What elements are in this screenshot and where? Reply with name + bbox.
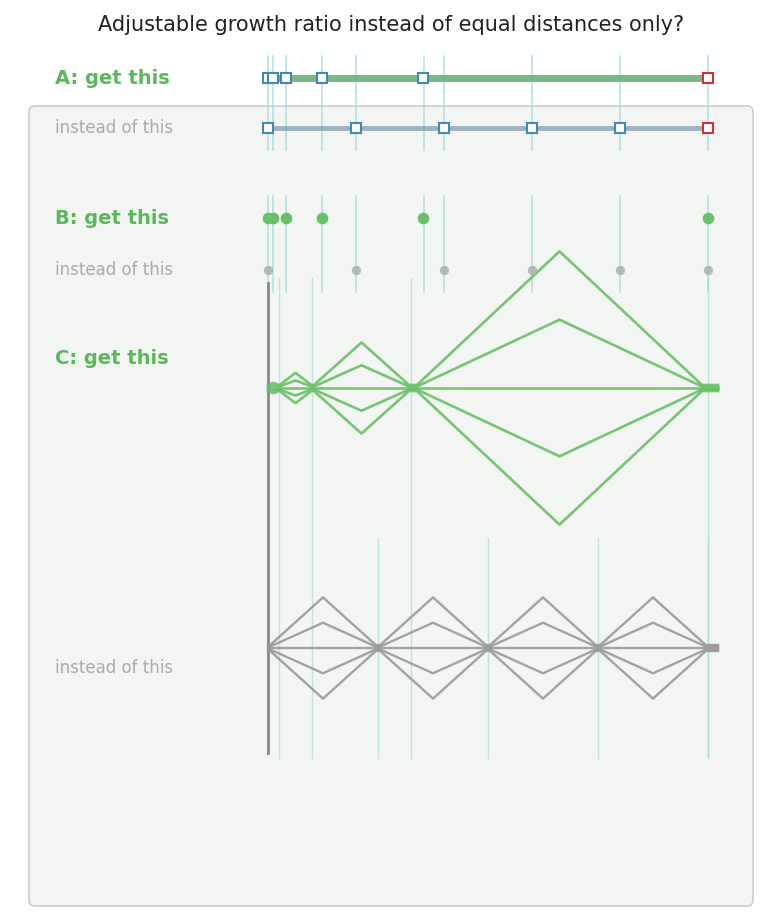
Point (279, 210, 292, 225)
Point (438, 263, 450, 277)
Bar (263, 73, 273, 83)
Point (526, 263, 538, 277)
Bar (281, 73, 291, 83)
Point (316, 210, 328, 225)
Point (350, 263, 362, 277)
Text: instead of this: instead of this (55, 261, 173, 279)
Point (701, 263, 714, 277)
Bar (703, 73, 713, 83)
Point (262, 210, 274, 225)
Text: Adjustable growth ratio instead of equal distances only?: Adjustable growth ratio instead of equal… (98, 15, 684, 35)
Text: A: get this: A: get this (55, 69, 170, 87)
FancyBboxPatch shape (29, 106, 753, 906)
Point (262, 263, 274, 277)
Bar (351, 123, 361, 133)
Bar (418, 73, 429, 83)
Bar (317, 73, 327, 83)
Text: C: get this: C: get this (55, 349, 169, 367)
Bar (703, 73, 713, 83)
Text: instead of this: instead of this (55, 659, 173, 677)
Bar (439, 123, 449, 133)
Point (701, 210, 714, 225)
Bar (263, 123, 273, 133)
Bar (615, 123, 625, 133)
Text: B: get this: B: get this (55, 208, 169, 228)
Point (418, 210, 430, 225)
Text: instead of this: instead of this (55, 119, 173, 137)
Bar (703, 123, 713, 133)
Point (614, 263, 626, 277)
Bar (527, 123, 537, 133)
Bar (267, 73, 278, 83)
Point (267, 210, 279, 225)
